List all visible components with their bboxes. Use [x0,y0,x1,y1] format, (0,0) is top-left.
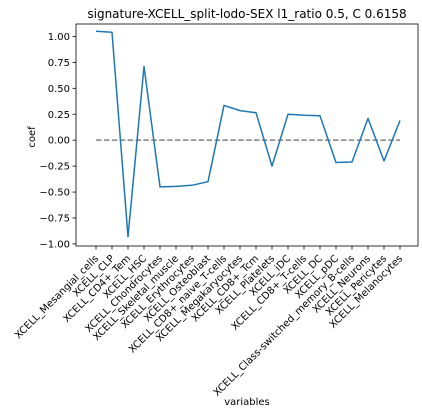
y-tick-label: −1.00 [39,239,70,250]
y-axis-label: coef [27,126,38,148]
x-axis-label: variables [224,397,270,408]
series-line-0 [95,30,401,238]
y-tick-label: 0.25 [48,110,70,121]
y-tick-label: 0.00 [48,136,70,147]
y-tick-label: −0.50 [39,188,70,199]
plot-area: 1.00 0.75 0.50 0.25 0.00 −0.25 −0.50 −0.75 −1.00… [13,23,419,399]
chart-title: signature-XCELL_split-lodo-SEX l1_ratio … [87,7,406,21]
y-tick-label: 0.50 [48,84,70,95]
axes-frame [75,23,419,247]
y-tick-label: −0.75 [39,213,70,224]
y-tick-label: 1.00 [48,32,70,43]
y-tick-label: 0.75 [48,58,70,69]
y-tick-label: −0.25 [39,162,70,173]
